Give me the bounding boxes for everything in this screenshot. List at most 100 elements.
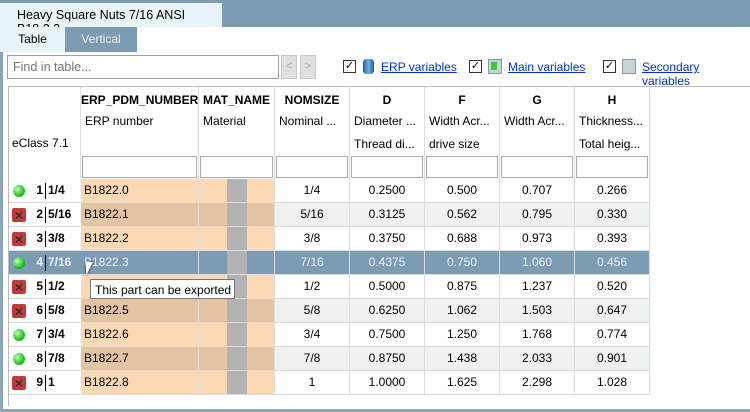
document-tab[interactable]: Heavy Square Nuts 7/16 ANSI B18.2.2 (0, 3, 222, 36)
cell-mat[interactable] (199, 299, 275, 323)
cell-d[interactable]: 0.5000 (350, 275, 425, 299)
cell-h[interactable]: 1.028 (575, 371, 650, 395)
cell-erp[interactable]: B1822.7 (81, 347, 199, 371)
prev-button[interactable]: < (281, 55, 297, 79)
column-header-f[interactable]: F Width Acr... drive size (425, 87, 500, 179)
column-header-h[interactable]: H Thickness... Total heig... (575, 87, 650, 179)
row-header[interactable]: × 6 5/8 (9, 299, 81, 323)
cell-nom[interactable]: 1/2 (275, 275, 350, 299)
cell-nom[interactable]: 3/4 (275, 323, 350, 347)
cell-g[interactable]: 0.707 (500, 179, 575, 203)
main-variables-checkbox[interactable]: ✓ (469, 60, 482, 73)
erp-variables-checkbox[interactable]: ✓ (343, 60, 356, 73)
column-filter-input[interactable] (82, 156, 197, 178)
row-header[interactable]: × 2 5/16 (9, 203, 81, 227)
column-filter-input[interactable] (351, 156, 423, 178)
cell-h[interactable]: 0.330 (575, 203, 650, 227)
cell-d[interactable]: 0.3750 (350, 227, 425, 251)
cell-mat[interactable] (199, 179, 275, 203)
cell-h[interactable]: 0.901 (575, 347, 650, 371)
cell-nom[interactable]: 7/8 (275, 347, 350, 371)
cell-erp[interactable]: B1822.1 (81, 203, 199, 227)
secondary-variables-link[interactable]: Secondary variables (642, 60, 700, 88)
cell-d[interactable]: 0.3125 (350, 203, 425, 227)
cell-mat[interactable] (199, 371, 275, 395)
column-header-d[interactable]: D Diameter ... Thread di... (350, 87, 425, 179)
cell-d[interactable]: 0.6250 (350, 299, 425, 323)
cell-f[interactable]: 0.500 (425, 179, 500, 203)
tab-vertical[interactable]: Vertical (65, 27, 137, 52)
cell-d[interactable]: 1.0000 (350, 371, 425, 395)
cell-f[interactable]: 0.750 (425, 251, 500, 275)
erp-variables-link[interactable]: ERP variables (381, 60, 457, 74)
cell-erp[interactable]: B1822.6 (81, 323, 199, 347)
secondary-variables-checkbox[interactable]: ✓ (603, 60, 616, 73)
cell-f[interactable]: 0.875 (425, 275, 500, 299)
cell-mat[interactable] (199, 323, 275, 347)
tab-table[interactable]: Table (0, 27, 65, 52)
row-header[interactable]: 7 3/4 (9, 323, 81, 347)
column-header-mat_name[interactable]: MAT_NAME Material (199, 87, 275, 179)
cell-h[interactable]: 0.393 (575, 227, 650, 251)
cell-erp[interactable]: B1822.8 (81, 371, 199, 395)
cell-nom[interactable]: 5/16 (275, 203, 350, 227)
cell-f[interactable]: 1.625 (425, 371, 500, 395)
cell-h[interactable]: 0.266 (575, 179, 650, 203)
cell-g[interactable]: 2.298 (500, 371, 575, 395)
cell-mat[interactable] (199, 227, 275, 251)
next-button[interactable]: > (300, 55, 316, 79)
cell-g[interactable]: 2.033 (500, 347, 575, 371)
cell-nom[interactable]: 3/8 (275, 227, 350, 251)
column-header-g[interactable]: G Width Acr... (500, 87, 575, 179)
cell-erp[interactable]: B1822.3 (81, 251, 199, 275)
cell-g[interactable]: 1.237 (500, 275, 575, 299)
cell-f[interactable]: 1.250 (425, 323, 500, 347)
cell-d[interactable]: 0.2500 (350, 179, 425, 203)
table-row[interactable]: 4 7/16 B1822.3 7/16 0.4375 0.750 1.060 0.456 (9, 251, 750, 275)
column-filter-input[interactable] (426, 156, 498, 178)
column-filter-input[interactable] (576, 156, 648, 178)
cell-d[interactable]: 0.8750 (350, 347, 425, 371)
row-header[interactable]: 1 1/4 (9, 179, 81, 203)
cell-erp[interactable]: B1822.5 (81, 299, 199, 323)
table-row[interactable]: × 3 3/8 B1822.2 3/8 0.3750 0.688 0.973 0.393 (9, 227, 750, 251)
column-filter-input[interactable] (501, 156, 573, 178)
cell-f[interactable]: 1.062 (425, 299, 500, 323)
cell-g[interactable]: 1.503 (500, 299, 575, 323)
cell-mat[interactable] (199, 251, 275, 275)
column-header-nomsize[interactable]: NOMSIZE Nominal ... (275, 87, 350, 179)
table-row[interactable]: 8 7/8 B1822.7 7/8 0.8750 1.438 2.033 0.901 (9, 347, 750, 371)
cell-g[interactable]: 1.768 (500, 323, 575, 347)
row-header[interactable]: 8 7/8 (9, 347, 81, 371)
main-variables-link[interactable]: Main variables (508, 60, 586, 74)
table-row[interactable]: 1 1/4 B1822.0 1/4 0.2500 0.500 0.707 0.266 (9, 179, 750, 203)
cell-d[interactable]: 0.4375 (350, 251, 425, 275)
table-row[interactable]: × 2 5/16 B1822.1 5/16 0.3125 0.562 0.795 0.330 (9, 203, 750, 227)
cell-h[interactable]: 0.774 (575, 323, 650, 347)
row-header[interactable]: × 9 1 (9, 371, 81, 395)
search-input[interactable] (7, 55, 279, 79)
cell-h[interactable]: 0.520 (575, 275, 650, 299)
cell-mat[interactable] (199, 203, 275, 227)
cell-nom[interactable]: 7/16 (275, 251, 350, 275)
table-row[interactable]: 7 3/4 B1822.6 3/4 0.7500 1.250 1.768 0.774 (9, 323, 750, 347)
cell-nom[interactable]: 5/8 (275, 299, 350, 323)
column-filter-input[interactable] (276, 156, 348, 178)
cell-f[interactable]: 0.562 (425, 203, 500, 227)
table-row[interactable]: × 6 5/8 B1822.5 5/8 0.6250 1.062 1.503 0.647 (9, 299, 750, 323)
cell-mat[interactable] (199, 347, 275, 371)
cell-erp[interactable]: B1822.0 (81, 179, 199, 203)
cell-nom[interactable]: 1 (275, 371, 350, 395)
row-header[interactable]: × 3 3/8 (9, 227, 81, 251)
cell-f[interactable]: 0.688 (425, 227, 500, 251)
cell-nom[interactable]: 1/4 (275, 179, 350, 203)
cell-g[interactable]: 0.973 (500, 227, 575, 251)
row-header[interactable]: × 5 1/2 (9, 275, 81, 299)
cell-h[interactable]: 0.647 (575, 299, 650, 323)
column-filter-input[interactable] (200, 156, 273, 178)
row-header[interactable]: 4 7/16 (9, 251, 81, 275)
cell-g[interactable]: 0.795 (500, 203, 575, 227)
cell-g[interactable]: 1.060 (500, 251, 575, 275)
cell-d[interactable]: 0.7500 (350, 323, 425, 347)
table-row[interactable]: × 9 1 B1822.8 1 1.0000 1.625 2.298 1.028 (9, 371, 750, 395)
